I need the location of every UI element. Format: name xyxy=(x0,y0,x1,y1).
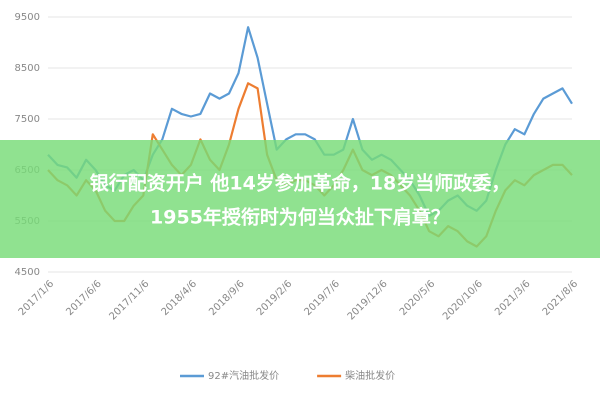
x-tick-label: 2020/10/6 xyxy=(441,278,485,322)
y-tick-label: 9500 xyxy=(15,12,40,23)
x-tick-label: 2019/2/6 xyxy=(255,278,295,318)
x-tick-label: 2021/3/6 xyxy=(493,278,533,318)
x-tick-label: 2021/8/6 xyxy=(541,278,581,318)
y-tick-label: 7500 xyxy=(15,114,40,125)
legend-label: 92#汽油批发价 xyxy=(208,369,279,382)
x-tick-label: 2018/4/6 xyxy=(160,278,200,318)
x-tick-label: 2019/12/6 xyxy=(346,278,390,322)
x-tick-label: 2017/1/6 xyxy=(17,278,57,318)
headline: 1955年授衔时为何当众扯下肩章？ xyxy=(150,206,450,229)
x-tick-label: 2017/11/6 xyxy=(107,278,151,322)
legend-label: 柴油批发价 xyxy=(345,369,395,382)
headline: 银行配资开户 他14岁参加革命，18岁当师政委， xyxy=(90,172,511,195)
x-tick-label: 2019/7/6 xyxy=(303,278,343,318)
x-tick-label: 2017/6/6 xyxy=(64,278,104,318)
x-tick-label: 2018/9/6 xyxy=(207,278,247,318)
y-tick-label: 4500 xyxy=(15,267,40,278)
x-tick-label: 2020/5/6 xyxy=(398,278,438,318)
banner xyxy=(0,140,600,258)
y-tick-label: 8500 xyxy=(15,63,40,74)
